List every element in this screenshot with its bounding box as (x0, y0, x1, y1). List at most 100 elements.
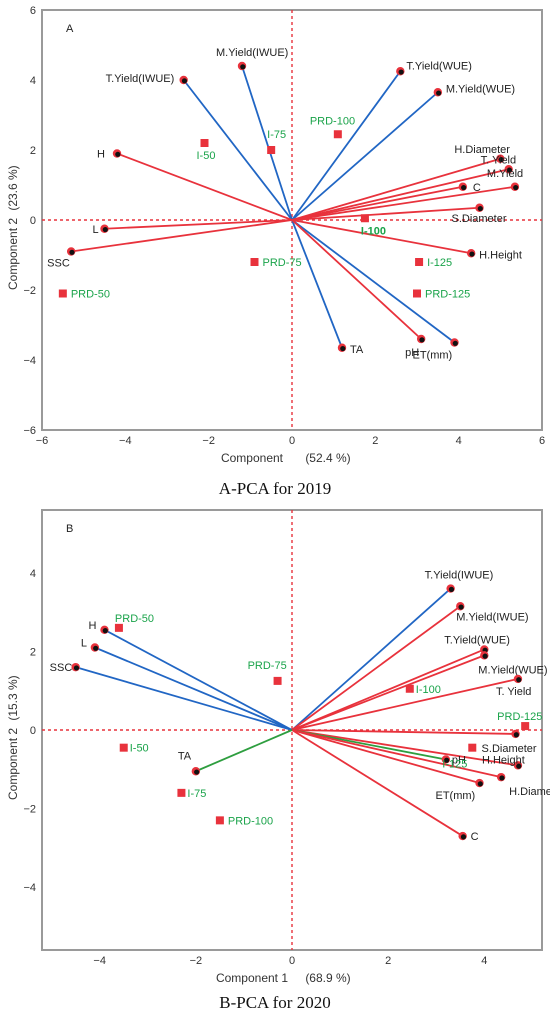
vector-tip-dark-ta-b (194, 769, 200, 775)
vector-h-height-b (291, 729, 519, 767)
vector-tip-dark-ssc-b (73, 665, 80, 671)
vector-m-yield-wue-b (291, 654, 485, 731)
vector-tip-dark-s-diameter-b (513, 732, 519, 738)
vector-ta-b (195, 729, 293, 773)
x-axis-label-pct-a: (52.4 %) (305, 451, 350, 465)
vector-h-diameter-b (291, 729, 502, 779)
vector-h-b (104, 629, 293, 731)
vector-tip-dark-ssc-a (69, 249, 75, 255)
panel-b: −4 −2 0 2 4 −4 −2 0 2 4 B Component 1 (68.9 %) Compon… (6, 509, 550, 1012)
vector-et-mm-a (291, 219, 456, 344)
sample-label-i-125-b: I-125 (442, 759, 467, 771)
vector-tip-dark-t-yield-a (506, 167, 513, 173)
x-tick-label-b: 4 (481, 955, 487, 967)
vector-c-b (291, 729, 464, 837)
sample-marker-prd-125-b (521, 722, 530, 731)
figure-caption-b: B-PCA for 2020 (219, 993, 330, 1012)
vector-label-et-mm-a: ET(mm) (413, 350, 453, 362)
vector-tip-dark-et-mm-a (452, 340, 458, 346)
vector-label-t-yield-a: T. Yield (481, 154, 516, 166)
vector-m-yield-iwue-a (241, 65, 293, 221)
x-tick-label-b: 0 (289, 955, 295, 967)
vector-tip-dark-l-a (102, 226, 108, 233)
vector-ph-a (291, 219, 422, 340)
y-tick-label-b: 0 (30, 725, 36, 737)
x-tick-label-a: −6 (36, 435, 49, 447)
vector-t-yield-a (291, 168, 509, 221)
vector-tip-dark-m-yield-wue-a (436, 90, 442, 96)
vector-label-ta-a: TA (350, 344, 364, 356)
vector-tip-dark-ta-a (340, 345, 346, 352)
sample-marker-prd-100-a (333, 130, 342, 139)
y-tick-label-b: 4 (30, 568, 36, 580)
vector-t-yield-wue-a (291, 70, 402, 221)
vector-tip-dark-ph-b (444, 757, 450, 763)
vector-tip-dark-h-height-b (516, 763, 522, 769)
vector-s-diameter-a (291, 206, 480, 221)
vector-t-yield-wue-b (291, 648, 485, 731)
sample-marker-prd-100-b (215, 816, 224, 825)
vector-label-h-diameter-a: H.Diameter (454, 144, 510, 156)
vector-label-t-yield-iwue-a: T.Yield(IWUE) (106, 73, 175, 85)
sample-label-i-75-b: I-75 (187, 788, 206, 800)
vector-label-t-yield-wue-a: T.Yield(WUE) (406, 60, 472, 72)
x-tick-label-a: 0 (289, 435, 295, 447)
vector-label-t-yield-iwue-b: T.Yield(IWUE) (425, 570, 494, 582)
vector-h-height-a (291, 219, 472, 255)
x-tick-label-a: −2 (202, 435, 215, 447)
vector-label-t-yield-wue-b: T.Yield(WUE) (444, 634, 510, 646)
y-tick-label-a: 6 (30, 5, 36, 17)
vector-label-ssc-b: SSC (50, 662, 73, 674)
sample-marker-prd-125-a (413, 289, 421, 298)
y-axis-label-pct-b: (15.3 %) (6, 675, 20, 720)
vector-h-diameter-a (291, 157, 501, 221)
vector-tip-dark-m-yield-wue-b (482, 653, 488, 659)
x-tick-label-a: 4 (456, 435, 462, 447)
vector-label-t-yield-b: T. Yield (496, 686, 531, 698)
vector-label-h-height-a: H.Height (479, 249, 522, 261)
vector-tip-dark-m-yield-a (513, 184, 519, 191)
y-tick-label-b: −4 (23, 882, 36, 894)
vector-l-b (94, 646, 293, 731)
vector-label-h-diameter-b: H.Diameter (509, 786, 550, 798)
sample-marker-i-75-a (267, 146, 276, 154)
vector-tip-dark-t-yield-b (516, 677, 522, 683)
vector-m-yield-iwue-b (291, 605, 461, 731)
vector-tip-dark-t-yield-wue-a (398, 69, 404, 75)
x-axis-label-pct-b: (68.9 %) (305, 971, 350, 985)
sample-marker-i-50-b (119, 743, 128, 752)
sample-marker-i-75-b (177, 788, 186, 797)
vector-label-ssc-a: SSC (47, 258, 70, 270)
vector-label-h-height-b: H.Height (482, 754, 525, 766)
x-tick-label-a: 6 (539, 435, 545, 447)
sample-label-prd-50-a: PRD-50 (71, 289, 110, 301)
figure-caption-a: A-PCA for 2019 (219, 479, 331, 498)
vector-label-h-b: H (89, 620, 97, 632)
vector-label-m-yield-iwue-b: M.Yield(IWUE) (456, 611, 528, 623)
y-tick-label-a: −6 (23, 425, 36, 437)
vector-tip-dark-m-yield-iwue-b (458, 604, 464, 610)
vector-tip-dark-c-a (461, 184, 467, 191)
vector-m-yield-a (291, 185, 516, 221)
vector-tip-dark-et-mm-b (477, 781, 483, 787)
vector-tip-dark-m-yield-iwue-a (240, 64, 246, 70)
vector-label-l-a: L (93, 224, 99, 236)
vector-tip-dark-h-b (102, 628, 108, 634)
y-tick-label-a: −4 (23, 355, 36, 367)
vector-label-c-a: C (473, 182, 481, 194)
vector-h-a (116, 152, 293, 221)
vector-tip-dark-c-b (460, 834, 467, 840)
vector-label-l-b: L (81, 638, 87, 650)
sample-label-prd-125-a: PRD-125 (425, 289, 470, 301)
vector-l-a (104, 219, 293, 230)
y-tick-label-b: 2 (30, 646, 36, 658)
vector-t-yield-b (291, 678, 519, 731)
vector-tip-dark-t-yield-iwue-b (448, 586, 455, 592)
y-tick-label-b: −2 (23, 804, 36, 816)
vector-label-m-yield-wue-b: M.Yield(WUE) (478, 664, 547, 676)
sample-label-i-75-a: I-75 (267, 129, 286, 141)
sample-label-prd-75-b: PRD-75 (248, 660, 287, 672)
sample-marker-i-100-a (360, 214, 369, 223)
sample-marker-prd-50-a (58, 289, 67, 298)
